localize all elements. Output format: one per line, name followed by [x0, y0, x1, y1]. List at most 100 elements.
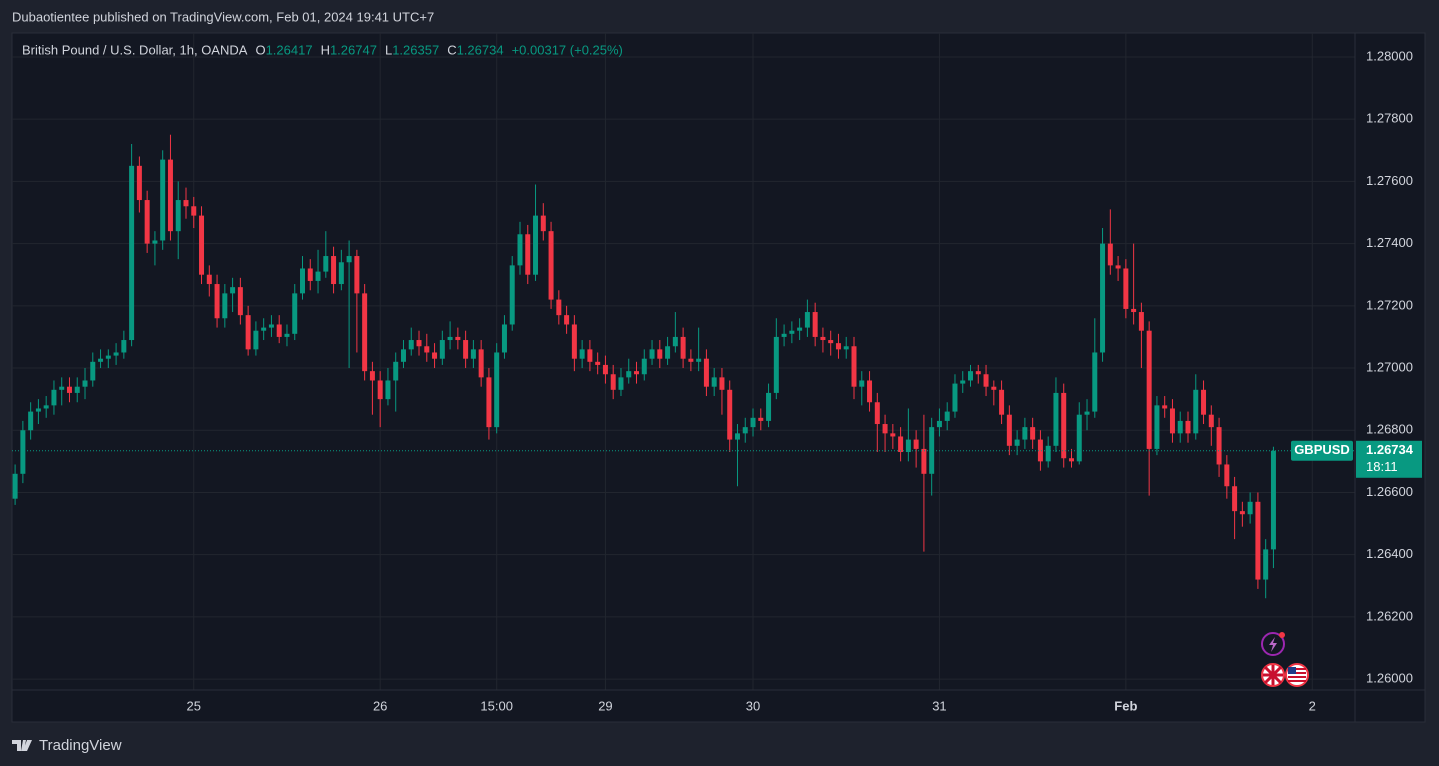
countdown: 18:11: [1366, 459, 1398, 474]
candle-body: [960, 380, 966, 384]
y-tick-label: 1.27200: [1366, 297, 1413, 312]
candle-body: [1014, 439, 1020, 446]
candle-body: [696, 358, 702, 362]
candle-body: [1030, 427, 1036, 440]
candle-body: [455, 336, 461, 341]
candle-body: [1255, 501, 1261, 580]
candle-body: [323, 256, 329, 272]
candle-body: [463, 340, 469, 359]
candle-body: [183, 200, 189, 207]
y-tick-label: 1.26800: [1366, 422, 1413, 437]
candle-body: [634, 371, 640, 375]
ohlc-value: 1.26417: [266, 42, 313, 57]
candle-body: [874, 402, 880, 425]
candle-body: [905, 439, 911, 453]
candle-body: [222, 293, 228, 319]
candle-body: [292, 293, 298, 334]
candle-body: [315, 271, 321, 281]
candle-body: [1185, 420, 1191, 434]
candle-body: [533, 215, 539, 275]
candle-body: [199, 215, 205, 275]
y-tick-label: 1.26000: [1366, 671, 1413, 686]
candle-body: [867, 380, 873, 403]
candle-body: [797, 327, 803, 331]
candle-body: [416, 340, 422, 347]
candle-body: [237, 287, 243, 316]
candle-body: [758, 417, 764, 421]
brand: TradingView: [12, 737, 122, 754]
candle-body: [750, 417, 756, 428]
x-tick-label: 25: [187, 698, 201, 713]
candle-body: [1115, 265, 1121, 269]
candle-body: [400, 349, 406, 362]
y-tick-label: 1.26200: [1366, 608, 1413, 623]
candle-body: [331, 256, 337, 285]
candle-body: [602, 364, 608, 375]
candle-body: [362, 293, 368, 372]
candle-body: [820, 336, 826, 341]
ohlc-label: C: [447, 42, 456, 57]
candle-body: [1053, 392, 1059, 446]
candle-body: [1076, 414, 1082, 462]
candle-body: [804, 312, 810, 328]
candle-body: [509, 265, 515, 325]
candle-body: [1006, 414, 1012, 446]
candle-body: [206, 274, 212, 285]
candle-body: [152, 240, 158, 244]
candle-body: [369, 371, 375, 381]
candle-body: [727, 389, 733, 440]
candle-body: [672, 336, 678, 347]
y-tick-label: 1.26600: [1366, 484, 1413, 499]
candle-body: [587, 349, 593, 362]
candle-body: [936, 420, 942, 428]
event-icons: [1261, 632, 1309, 687]
candle-body: [626, 371, 632, 378]
candle-body: [835, 343, 841, 350]
candle-body: [1138, 312, 1144, 331]
gb-flag: [1263, 665, 1283, 685]
candle-body: [245, 315, 251, 350]
symbol-label: GBPUSD: [1294, 442, 1350, 457]
us-canton: [1288, 667, 1296, 674]
candle-body: [571, 324, 577, 359]
candle-body: [1263, 549, 1269, 580]
candle-body: [1162, 405, 1168, 409]
candle-body: [377, 380, 383, 400]
candle-body: [230, 287, 236, 294]
candles: [12, 134, 1355, 599]
candle-body: [999, 389, 1005, 415]
candle-body: [432, 352, 438, 359]
candle-body: [354, 256, 360, 294]
candle-body: [12, 473, 18, 499]
candle-body: [564, 315, 570, 325]
candle-body: [261, 327, 267, 331]
candle-body: [129, 165, 135, 341]
lightning-icon[interactable]: [1261, 632, 1285, 656]
candle-body: [1239, 511, 1245, 515]
y-tick-label: 1.27000: [1366, 359, 1413, 374]
candle-body: [276, 324, 282, 337]
candle-body: [1216, 427, 1222, 465]
candle-body: [766, 392, 772, 421]
candle-body: [160, 159, 166, 241]
x-tick-label: 26: [373, 698, 387, 713]
candle-body: [478, 349, 484, 378]
candle-body: [742, 427, 748, 434]
candle-body: [952, 383, 958, 412]
candle-body: [1131, 308, 1137, 313]
candle-body: [1107, 243, 1113, 266]
candle-body: [618, 377, 624, 390]
candle-body: [66, 386, 72, 393]
ohlc-value: 1.26357: [392, 42, 439, 57]
candle-body: [540, 215, 546, 232]
candle-body: [843, 346, 849, 350]
candle-body: [944, 411, 950, 421]
candle-body: [307, 268, 313, 281]
candle-body: [680, 336, 686, 359]
candle-body: [393, 361, 399, 381]
candle-body: [346, 256, 352, 263]
candle-body: [408, 340, 414, 350]
candle-body: [859, 380, 865, 387]
candle-body: [494, 352, 500, 428]
candle-body: [929, 427, 935, 474]
